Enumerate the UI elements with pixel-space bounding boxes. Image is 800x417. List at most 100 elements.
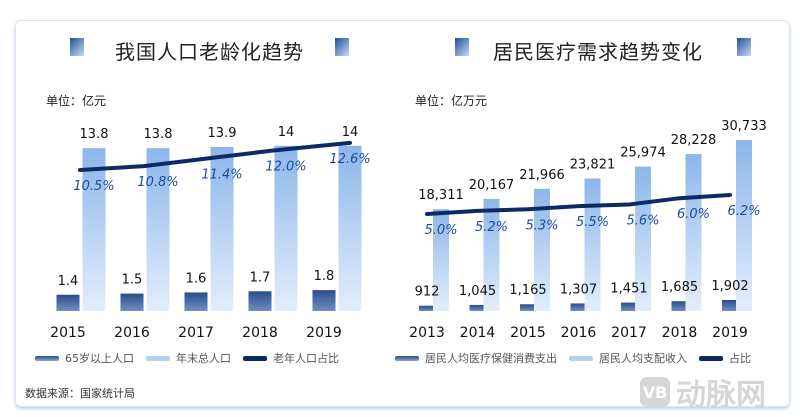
unit-label-right: 单位：亿万元 bbox=[415, 94, 488, 108]
line-老年人口占比 bbox=[78, 140, 352, 172]
line-label: 12.0% bbox=[265, 160, 306, 175]
x-tick-label: 2018 bbox=[242, 325, 278, 341]
legend-label: 年末总人口 bbox=[176, 352, 231, 365]
data-source: 数据来源：国家统计局 bbox=[25, 387, 135, 400]
x-tick-label: 2019 bbox=[306, 325, 342, 341]
data-label: 28,228 bbox=[671, 133, 717, 148]
title-decoration bbox=[455, 38, 469, 56]
bar-居民人均医疗保健消费支出 bbox=[520, 304, 536, 311]
watermark-logo-icon: VB bbox=[640, 377, 670, 407]
legend-right: 居民人均医疗保健消费支出 居民人均支配收入 占比 bbox=[395, 350, 751, 366]
x-tick-label: 2017 bbox=[611, 325, 647, 341]
bar-居民人均支配收入 bbox=[736, 140, 752, 311]
data-label: 23,821 bbox=[570, 158, 616, 173]
x-tick-label: 2019 bbox=[712, 325, 748, 341]
data-label: 21,966 bbox=[519, 168, 565, 183]
legend-label: 居民人均支配收入 bbox=[599, 352, 687, 365]
title-decoration bbox=[335, 38, 349, 56]
data-label: 912 bbox=[415, 285, 440, 300]
data-label: 1.5 bbox=[122, 273, 143, 288]
legend-swatch bbox=[569, 355, 593, 361]
bar-居民人均支配收入 bbox=[685, 154, 702, 311]
data-label: 1.6 bbox=[186, 271, 207, 286]
bar-居民人均医疗保健消费支出 bbox=[671, 301, 688, 311]
legend-label: 65岁以上人口 bbox=[65, 352, 134, 365]
bar-65岁以上人口 bbox=[56, 294, 80, 311]
data-label: 20,167 bbox=[469, 178, 515, 193]
x-tick-label: 2015 bbox=[50, 325, 86, 341]
line-label: 10.5% bbox=[73, 179, 114, 194]
line-label: 5.5% bbox=[576, 215, 609, 230]
line-label: 5.0% bbox=[424, 223, 457, 238]
data-label: 18,311 bbox=[418, 188, 464, 203]
legend-swatch bbox=[243, 355, 267, 361]
data-label: 1,307 bbox=[560, 282, 597, 297]
legend-label: 居民人均医疗保健消费支出 bbox=[425, 352, 557, 365]
x-tick-label: 2013 bbox=[409, 325, 445, 341]
line-label: 12.6% bbox=[329, 152, 370, 167]
bar-居民人均支配收入 bbox=[534, 188, 550, 311]
bar-居民人均医疗保健消费支出 bbox=[419, 305, 435, 311]
watermark-text: 动脉网 bbox=[676, 378, 766, 413]
line-label: 6.2% bbox=[727, 204, 760, 219]
line-label: 11.4% bbox=[201, 167, 242, 182]
bar-居民人均医疗保健消费支出 bbox=[469, 304, 486, 311]
watermark: VB 动脉网 bbox=[640, 370, 766, 414]
chart-title-right: 居民医疗需求趋势变化 bbox=[493, 40, 703, 64]
bar-居民人均支配收入 bbox=[433, 209, 449, 311]
data-label: 1.4 bbox=[58, 274, 79, 289]
data-label: 30,733 bbox=[721, 119, 767, 134]
bar-居民人均支配收入 bbox=[584, 178, 601, 311]
bar-居民人均支配收入 bbox=[483, 198, 500, 311]
data-label: 1,685 bbox=[661, 280, 698, 295]
chart-card bbox=[15, 20, 790, 407]
data-label: 14 bbox=[342, 125, 359, 140]
x-tick-label: 2015 bbox=[510, 325, 546, 341]
title-decoration bbox=[70, 38, 84, 56]
data-label: 1,451 bbox=[610, 282, 647, 297]
bar-居民人均医疗保健消费支出 bbox=[570, 303, 587, 311]
title-decoration bbox=[737, 38, 751, 56]
legend-swatch bbox=[699, 355, 723, 361]
bar-年末总人口 bbox=[82, 148, 106, 311]
bar-年末总人口 bbox=[210, 146, 234, 311]
bar-65岁以上人口 bbox=[312, 290, 336, 311]
legend-label: 老年人口占比 bbox=[273, 352, 339, 365]
unit-label-left: 单位：亿元 bbox=[46, 94, 107, 108]
bar-65岁以上人口 bbox=[184, 292, 208, 311]
x-tick-label: 2016 bbox=[561, 325, 597, 341]
line-label: 10.8% bbox=[137, 175, 178, 190]
data-label: 1,902 bbox=[711, 279, 748, 294]
bar-居民人均医疗保健消费支出 bbox=[621, 302, 637, 311]
data-label: 1,165 bbox=[509, 283, 546, 298]
legend-left: 65岁以上人口 年末总人口 老年人口占比 bbox=[35, 350, 339, 366]
legend-swatch bbox=[146, 355, 170, 361]
x-tick-label: 2017 bbox=[178, 325, 214, 341]
line-label: 5.6% bbox=[626, 214, 659, 229]
x-tick-label: 2016 bbox=[114, 325, 150, 341]
chart-title-left: 我国人口老龄化趋势 bbox=[115, 40, 304, 64]
data-label: 13.8 bbox=[144, 127, 173, 142]
x-tick-label: 2014 bbox=[460, 325, 496, 341]
x-tick-label: 2018 bbox=[662, 325, 698, 341]
legend-swatch bbox=[395, 355, 419, 361]
bar-年末总人口 bbox=[274, 145, 298, 311]
bar-居民人均医疗保健消费支出 bbox=[722, 299, 738, 311]
data-label: 25,974 bbox=[620, 146, 666, 161]
bar-年末总人口 bbox=[146, 148, 170, 311]
bar-65岁以上人口 bbox=[120, 293, 144, 311]
legend-swatch bbox=[35, 355, 59, 361]
data-label: 14 bbox=[278, 125, 295, 140]
line-label: 5.3% bbox=[525, 218, 558, 233]
data-label: 1.7 bbox=[250, 270, 271, 285]
data-label: 1.8 bbox=[314, 269, 335, 284]
data-label: 13.9 bbox=[208, 126, 237, 141]
line-label: 5.2% bbox=[475, 220, 508, 235]
bar-65岁以上人口 bbox=[248, 291, 272, 311]
legend-label: 占比 bbox=[729, 352, 751, 365]
data-label: 1,045 bbox=[459, 284, 496, 299]
data-label: 13.8 bbox=[80, 127, 109, 142]
bar-年末总人口 bbox=[338, 145, 362, 311]
line-占比 bbox=[425, 193, 732, 216]
